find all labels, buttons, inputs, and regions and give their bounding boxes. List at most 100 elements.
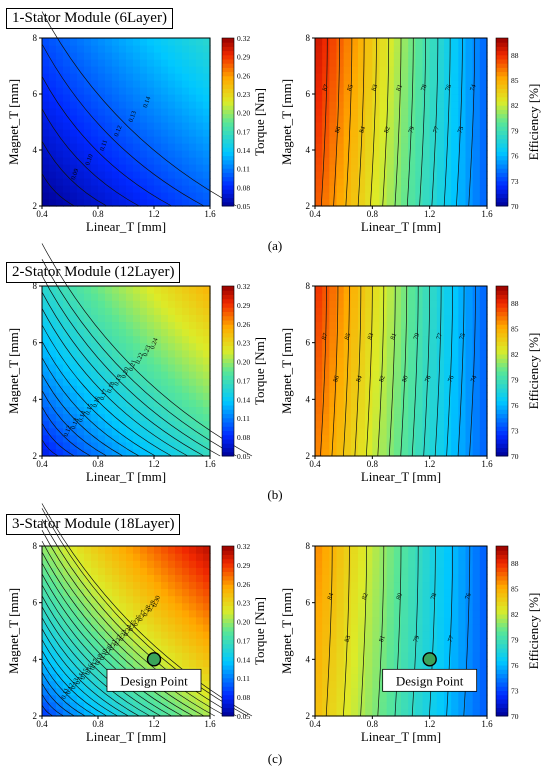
heatmap-cell [393, 701, 402, 710]
heatmap-cell [119, 609, 127, 618]
heatmap-cell [105, 406, 113, 415]
heatmap-cell [182, 342, 190, 351]
heatmap-cell [182, 567, 190, 575]
colorbar-tick-label: 0.05 [237, 712, 250, 721]
heatmap-cell [119, 45, 127, 53]
heatmap-cell [140, 321, 148, 330]
heatmap-cell [358, 87, 366, 95]
heatmap-cell [119, 164, 127, 172]
heatmap-cell [343, 680, 352, 689]
heatmap-cell [140, 378, 148, 386]
heatmap-cell [133, 413, 141, 422]
heatmap-cell [451, 645, 459, 653]
heatmap-cell [49, 115, 57, 123]
heatmap-cell [112, 708, 120, 717]
heatmap-cell [472, 178, 481, 186]
heatmap-cell [112, 185, 120, 193]
heatmap-cell [168, 399, 176, 408]
heatmap-cell [168, 378, 176, 386]
heatmap-cell [458, 178, 467, 186]
colorbar-segment [222, 580, 234, 585]
heatmap-cell [175, 616, 183, 625]
colorbar-segment [222, 147, 234, 152]
heatmap-cell [203, 427, 211, 436]
heatmap-cell [401, 420, 409, 429]
contour-label: 0.12 [113, 125, 123, 138]
heatmap-cell [322, 157, 330, 165]
heatmap-cell [458, 115, 467, 123]
heatmap-cell [358, 441, 366, 450]
heatmap-cell [358, 708, 366, 717]
heatmap-cell [182, 80, 190, 88]
heatmap-cell [196, 356, 204, 365]
heatmap-cell [175, 87, 183, 95]
heatmap-cell [472, 385, 481, 393]
heatmap-cell [189, 129, 197, 137]
heatmap-cell [429, 406, 438, 415]
heatmap-cell [84, 328, 92, 337]
heatmap-cell [358, 609, 366, 618]
heatmap-cell [84, 553, 92, 561]
heatmap-cell [175, 659, 183, 668]
colorbar-segment [496, 690, 508, 696]
heatmap-cell [98, 609, 106, 618]
heatmap-cell [203, 45, 211, 53]
heatmap-cell [154, 420, 162, 429]
heatmap-cell [84, 420, 92, 429]
heatmap-cell [56, 178, 64, 186]
heatmap-cell [408, 73, 416, 81]
heatmap-cell [465, 708, 474, 717]
heatmap-cell [112, 581, 120, 590]
heatmap-cell [105, 588, 113, 597]
heatmap-cell [365, 680, 373, 689]
heatmap-cell [133, 434, 141, 443]
heatmap-cell [140, 52, 148, 60]
heatmap-cell [465, 609, 474, 618]
heatmap-cell [147, 136, 155, 144]
y-tick-label: 4 [33, 654, 38, 664]
heatmap-cell [196, 567, 204, 575]
heatmap-cell [70, 602, 78, 611]
heatmap-cell [329, 378, 338, 386]
heatmap-cell [458, 560, 467, 568]
heatmap-cell [112, 122, 120, 130]
heatmap-cell [77, 708, 85, 717]
heatmap-cell [98, 385, 106, 393]
colorbar-label: Efficiency [%] [526, 593, 541, 670]
heatmap-cell [98, 420, 106, 429]
heatmap-cell [472, 136, 481, 144]
heatmap-cell [429, 399, 438, 408]
heatmap-cell [465, 293, 474, 301]
heatmap-cell [401, 567, 409, 575]
heatmap-cell [436, 349, 445, 358]
heatmap-cell [154, 694, 162, 703]
heatmap-cell [161, 638, 169, 646]
heatmap-cell [372, 666, 381, 675]
colorbar-segment [496, 682, 508, 687]
heatmap-cell [105, 356, 113, 365]
heatmap-cell [147, 609, 155, 618]
heatmap-cell [189, 371, 197, 379]
heatmap-cell [329, 363, 338, 372]
heatmap-cell [182, 38, 190, 46]
heatmap-cell [63, 300, 71, 308]
heatmap-cell [133, 87, 141, 95]
heatmap-cell [126, 448, 134, 457]
heatmap-cell [322, 122, 330, 130]
heatmap-cell [189, 52, 197, 60]
heatmap-cell [343, 413, 352, 422]
heatmap-cell [196, 143, 204, 151]
heatmap-cell [196, 122, 204, 130]
heatmap-cell [465, 434, 474, 443]
heatmap-cell [126, 420, 134, 429]
heatmap-cell [147, 385, 155, 393]
heatmap-cell [358, 595, 366, 604]
heatmap-cell [84, 708, 92, 717]
heatmap-cell [415, 307, 424, 315]
heatmap-cell [56, 129, 64, 137]
heatmap-cell [112, 335, 120, 344]
heatmap-cell [393, 321, 402, 330]
heatmap-cell [444, 171, 452, 179]
contour-label: 0.23 [118, 629, 128, 642]
